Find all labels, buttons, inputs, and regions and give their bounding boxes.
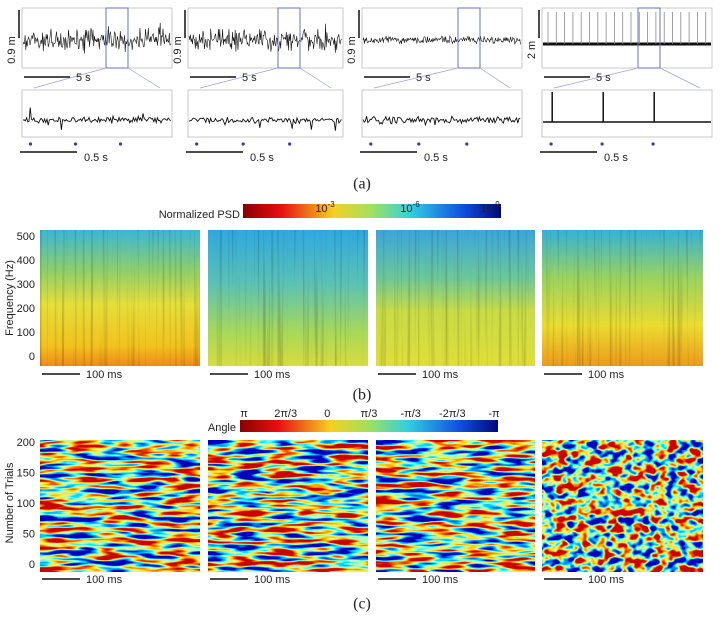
tick-base: 10	[400, 203, 412, 215]
event-marker	[241, 142, 245, 146]
trace-frame	[21, 7, 173, 69]
event-marker	[417, 142, 421, 146]
amplitude-scale-label: 0.9 m	[346, 36, 358, 64]
time-scale-label: 100 ms	[254, 574, 291, 586]
zoom-frame	[187, 89, 344, 138]
phase-heatmap	[208, 440, 368, 572]
zoom-connector	[199, 67, 332, 89]
time-scale-label: 100 ms	[588, 369, 625, 381]
colorbar-title: Angle	[208, 422, 236, 434]
time-scale-label: 5 s	[242, 72, 257, 84]
voltage-trace	[188, 23, 342, 53]
time-scale-label: 5 s	[76, 72, 91, 84]
event-marker	[549, 142, 553, 146]
amplitude-scale-label: 0.9 m	[172, 36, 184, 64]
event-marker	[195, 142, 199, 146]
phase-heatmap	[376, 440, 535, 572]
tick-base: 10	[315, 203, 327, 215]
y-axis-label: Frequency (Hz)	[4, 260, 16, 336]
trace-frame	[541, 7, 713, 69]
y-tick-label: 0	[29, 351, 35, 363]
zoom-connector	[553, 67, 701, 89]
event-marker	[288, 142, 292, 146]
zoom-connector	[373, 67, 511, 89]
time-scale-label: 5 s	[596, 72, 611, 84]
zoom-trace	[362, 115, 521, 127]
event-marker	[28, 142, 33, 146]
y-axis-label: Number of Trials	[4, 462, 16, 543]
amplitude-scale-label: 0.9 m	[6, 36, 18, 64]
time-scale-label: 100 ms	[86, 369, 123, 381]
colorbar-tick-label: 10-9	[480, 200, 500, 215]
panel-label: (c)	[353, 596, 371, 613]
colorbar-title: Normalized PSD	[159, 209, 240, 221]
y-tick-label: 200	[17, 303, 35, 315]
colorbar-tick-label: 2π/3	[274, 408, 297, 420]
event-marker	[465, 142, 469, 146]
zoom-trace	[188, 116, 342, 131]
colorbar-tick-label: -π/3	[400, 408, 420, 420]
zoom-frame	[541, 89, 713, 138]
zoom-frame	[361, 89, 523, 138]
tick-exponent: -3	[328, 200, 336, 209]
tick-base: 10	[480, 203, 492, 215]
y-tick-label: 100	[17, 498, 35, 510]
zoom-trace	[22, 107, 171, 130]
colorbar-tick-label: -2π/3	[439, 408, 466, 420]
tick-exponent: -9	[493, 200, 501, 209]
amplitude-scale-label: 2 m	[526, 41, 538, 59]
panel-label: (a)	[353, 176, 371, 193]
zoom-scale-label: 0.5 s	[424, 152, 448, 164]
event-marker	[73, 142, 78, 146]
zoom-scale-label: 0.5 s	[250, 152, 274, 164]
colorbar-tick-label: -π	[488, 408, 500, 420]
tick-exponent: -6	[413, 200, 421, 209]
time-scale-label: 5 s	[416, 72, 431, 84]
y-tick-label: 50	[23, 528, 35, 540]
trace-frame	[187, 7, 344, 69]
zoom-scale-label: 0.5 s	[604, 152, 628, 164]
colorbar-tick-label: 0	[324, 408, 330, 420]
zoom-window	[457, 7, 481, 69]
panel-label: (b)	[353, 387, 372, 404]
event-marker	[369, 142, 373, 146]
psd-streaks	[542, 230, 703, 366]
phase-heatmap	[542, 440, 703, 572]
zoom-connector	[33, 67, 161, 89]
voltage-trace	[362, 35, 521, 45]
y-tick-label: 100	[17, 327, 35, 339]
zoom-frame	[21, 89, 173, 138]
y-tick-label: 150	[17, 467, 35, 479]
y-tick-label: 300	[17, 279, 35, 291]
y-tick-label: 400	[17, 255, 35, 267]
trace-frame	[361, 7, 523, 69]
colorbar-tick-label: 10-3	[315, 200, 335, 215]
psd-streaks	[40, 230, 200, 366]
psd-streaks	[376, 230, 535, 366]
colorbar-tick-label: π	[240, 408, 248, 420]
time-scale-label: 100 ms	[86, 574, 123, 586]
zoom-window	[277, 7, 301, 69]
zoom-window	[105, 7, 129, 69]
colorbar-tick-label: π/3	[361, 408, 378, 420]
time-scale-label: 100 ms	[422, 574, 459, 586]
time-scale-label: 100 ms	[588, 574, 625, 586]
y-tick-label: 200	[17, 437, 35, 449]
event-marker	[118, 142, 123, 146]
colorbar-tick-label: 10-6	[400, 200, 420, 215]
time-scale-label: 100 ms	[422, 369, 459, 381]
phase-heatmap	[40, 440, 200, 572]
voltage-trace	[22, 22, 171, 54]
y-tick-label: 500	[17, 231, 35, 243]
event-marker	[600, 142, 604, 146]
time-scale-label: 100 ms	[254, 369, 291, 381]
zoom-scale-label: 0.5 s	[84, 152, 108, 164]
zoom-window	[637, 7, 661, 69]
psd-streaks	[208, 230, 368, 366]
colorbar	[243, 204, 501, 218]
colorbar	[240, 420, 498, 432]
event-marker	[651, 142, 655, 146]
y-tick-label: 0	[29, 559, 35, 571]
